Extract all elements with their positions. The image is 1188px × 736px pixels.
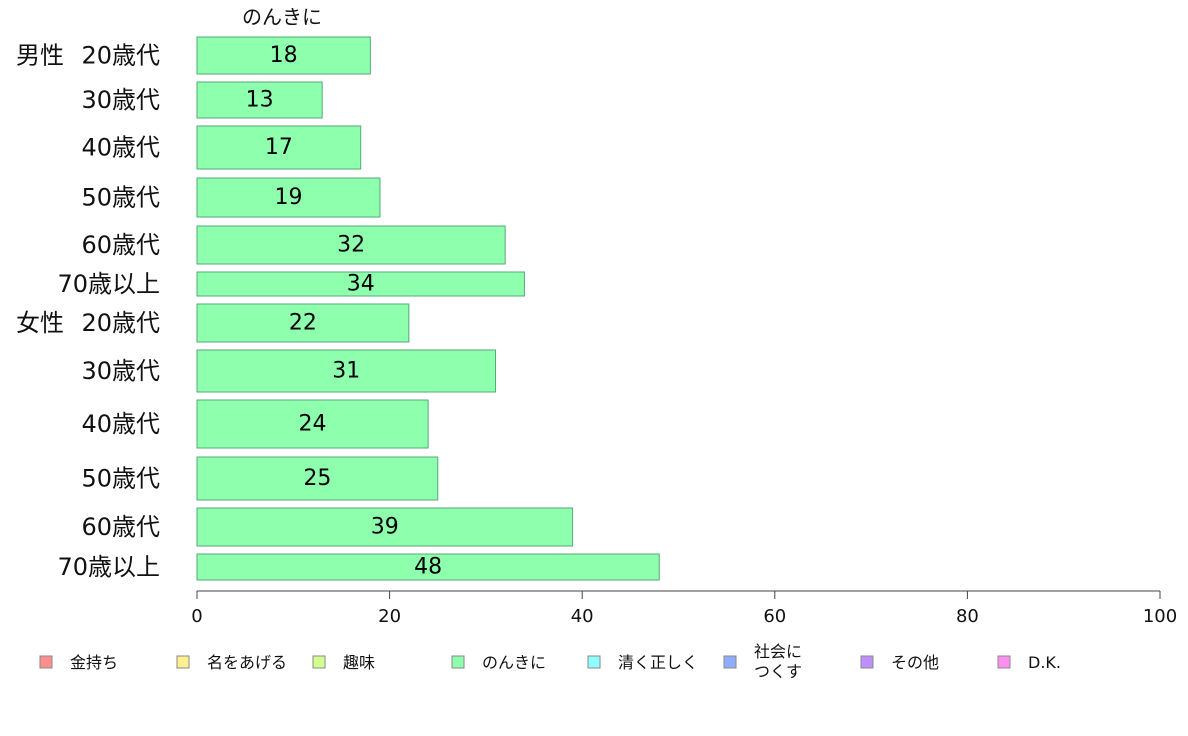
legend: 金持ち 名をあげる 趣味 のんきに 清く正しく 社会につくす その他 D.K.: [39, 642, 1061, 681]
legend-label: 趣味: [343, 653, 375, 672]
bar: [196, 225, 506, 265]
legend-swatch: [312, 655, 326, 669]
legend-label: D.K.: [1028, 653, 1061, 672]
category-label: 70歳以上: [57, 270, 160, 298]
category-label: 50歳代: [81, 184, 160, 212]
legend-label: 金持ち: [70, 653, 118, 672]
bar: [196, 553, 660, 581]
legend-label: のんきに: [482, 653, 546, 672]
category-label: 60歳代: [81, 513, 160, 541]
bar: [196, 81, 323, 119]
bar: [196, 271, 525, 297]
bar-value-label: 17: [265, 135, 293, 160]
bar-value-label: 18: [270, 43, 298, 68]
legend-swatch: [451, 655, 465, 669]
bar-value-label: 13: [246, 88, 274, 113]
category-label: 70歳以上: [57, 553, 160, 581]
bar: [196, 125, 362, 170]
legend-swatch: [39, 655, 53, 669]
bars: 1820歳代男性1330歳代1740歳代1950歳代3260歳代3470歳以上2…: [16, 36, 660, 581]
category-label: 30歳代: [81, 357, 160, 385]
category-label: 40歳代: [81, 134, 160, 162]
legend-label: 清く正しく: [618, 653, 698, 672]
bar: [196, 177, 381, 218]
bar: [196, 456, 439, 501]
x-tick-label: 80: [956, 606, 979, 627]
category-label: 60歳代: [81, 231, 160, 259]
legend-swatch: [860, 655, 874, 669]
bar: [196, 303, 410, 343]
legend-label: 名をあげる: [207, 653, 287, 672]
bar-value-label: 39: [371, 515, 399, 540]
category-label: 30歳代: [81, 86, 160, 114]
legend-label: その他: [891, 653, 939, 672]
category-label: 20歳代: [81, 42, 160, 70]
legend-swatch: [723, 655, 737, 669]
bar-value-label: 48: [414, 555, 442, 580]
bar: [196, 36, 371, 75]
x-axis: 0 20 40 60 80 100: [191, 590, 1177, 627]
bar-value-label: 31: [332, 359, 360, 384]
bar: [196, 399, 429, 449]
bar-value-label: 22: [289, 311, 317, 336]
category-label: 40歳代: [81, 410, 160, 438]
x-tick-label: 20: [378, 606, 401, 627]
bar-value-label: 34: [347, 272, 375, 297]
group-label: 女性: [16, 309, 64, 337]
legend-label: 社会につくす: [754, 642, 802, 681]
x-tick-label: 100: [1143, 606, 1177, 627]
group-label: 男性: [16, 42, 64, 70]
legend-swatch: [176, 655, 190, 669]
bar: [196, 349, 497, 393]
bar-value-label: 19: [274, 185, 302, 210]
legend-swatch: [587, 655, 601, 669]
x-tick-label: 40: [571, 606, 594, 627]
bar-value-label: 24: [299, 412, 327, 437]
bar-value-label: 32: [337, 233, 365, 258]
x-tick-label: 60: [763, 606, 786, 627]
bar-value-label: 25: [303, 466, 331, 491]
bar: [196, 507, 574, 547]
x-tick-label: 0: [191, 606, 202, 627]
category-label: 50歳代: [81, 465, 160, 493]
series-title: のんきに: [242, 5, 322, 29]
legend-swatch: [997, 655, 1011, 669]
category-label: 20歳代: [81, 309, 160, 337]
